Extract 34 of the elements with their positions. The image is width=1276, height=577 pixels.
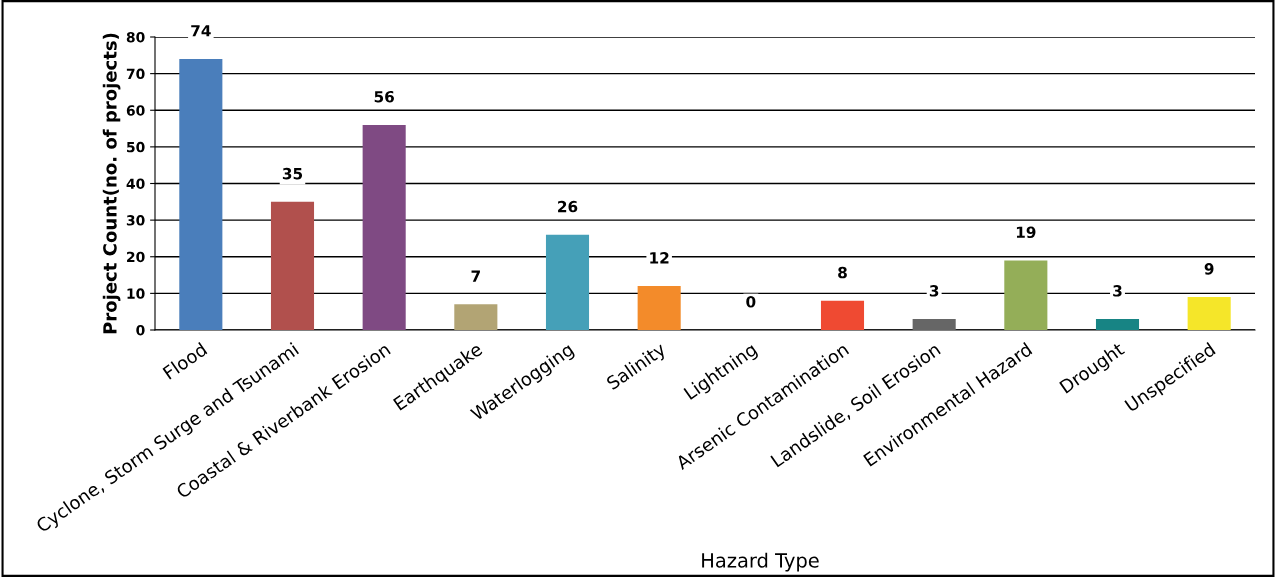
x-axis-title: Hazard Type bbox=[702, 552, 819, 572]
y-tick-label: 20 bbox=[127, 251, 145, 263]
y-tick-label: 50 bbox=[127, 141, 145, 153]
y-tick-label: 80 bbox=[126, 31, 145, 43]
bar bbox=[179, 58, 223, 330]
data-label: 12 bbox=[650, 252, 669, 264]
y-tick-label: 70 bbox=[126, 68, 145, 80]
bar bbox=[1004, 260, 1048, 330]
y-axis-title: Project Count(no. of projects) bbox=[102, 33, 121, 334]
bar bbox=[912, 319, 956, 330]
data-label: 35 bbox=[282, 167, 303, 180]
data-label: 9 bbox=[1204, 263, 1214, 275]
data-label: 19 bbox=[1016, 226, 1036, 239]
bar bbox=[637, 286, 681, 330]
data-label: 0 bbox=[746, 296, 756, 308]
bar bbox=[545, 234, 590, 330]
data-label: 8 bbox=[838, 266, 847, 279]
y-tick-label: 30 bbox=[126, 215, 145, 226]
data-label: 56 bbox=[374, 90, 394, 103]
data-label: 3 bbox=[929, 285, 939, 297]
data-label: 3 bbox=[1113, 285, 1122, 297]
bar bbox=[454, 304, 498, 330]
y-tick-label: 10 bbox=[127, 288, 145, 299]
y-tick-label: 60 bbox=[126, 105, 145, 116]
bar bbox=[820, 300, 865, 330]
bar bbox=[1095, 319, 1140, 330]
y-tick-label: 40 bbox=[126, 178, 145, 189]
bar bbox=[362, 124, 406, 330]
data-label: 74 bbox=[191, 25, 211, 37]
bar bbox=[270, 201, 315, 330]
data-label: 7 bbox=[471, 270, 480, 282]
data-label: 26 bbox=[558, 200, 578, 213]
y-tick-label: 0 bbox=[136, 324, 145, 336]
bar bbox=[1187, 297, 1231, 330]
